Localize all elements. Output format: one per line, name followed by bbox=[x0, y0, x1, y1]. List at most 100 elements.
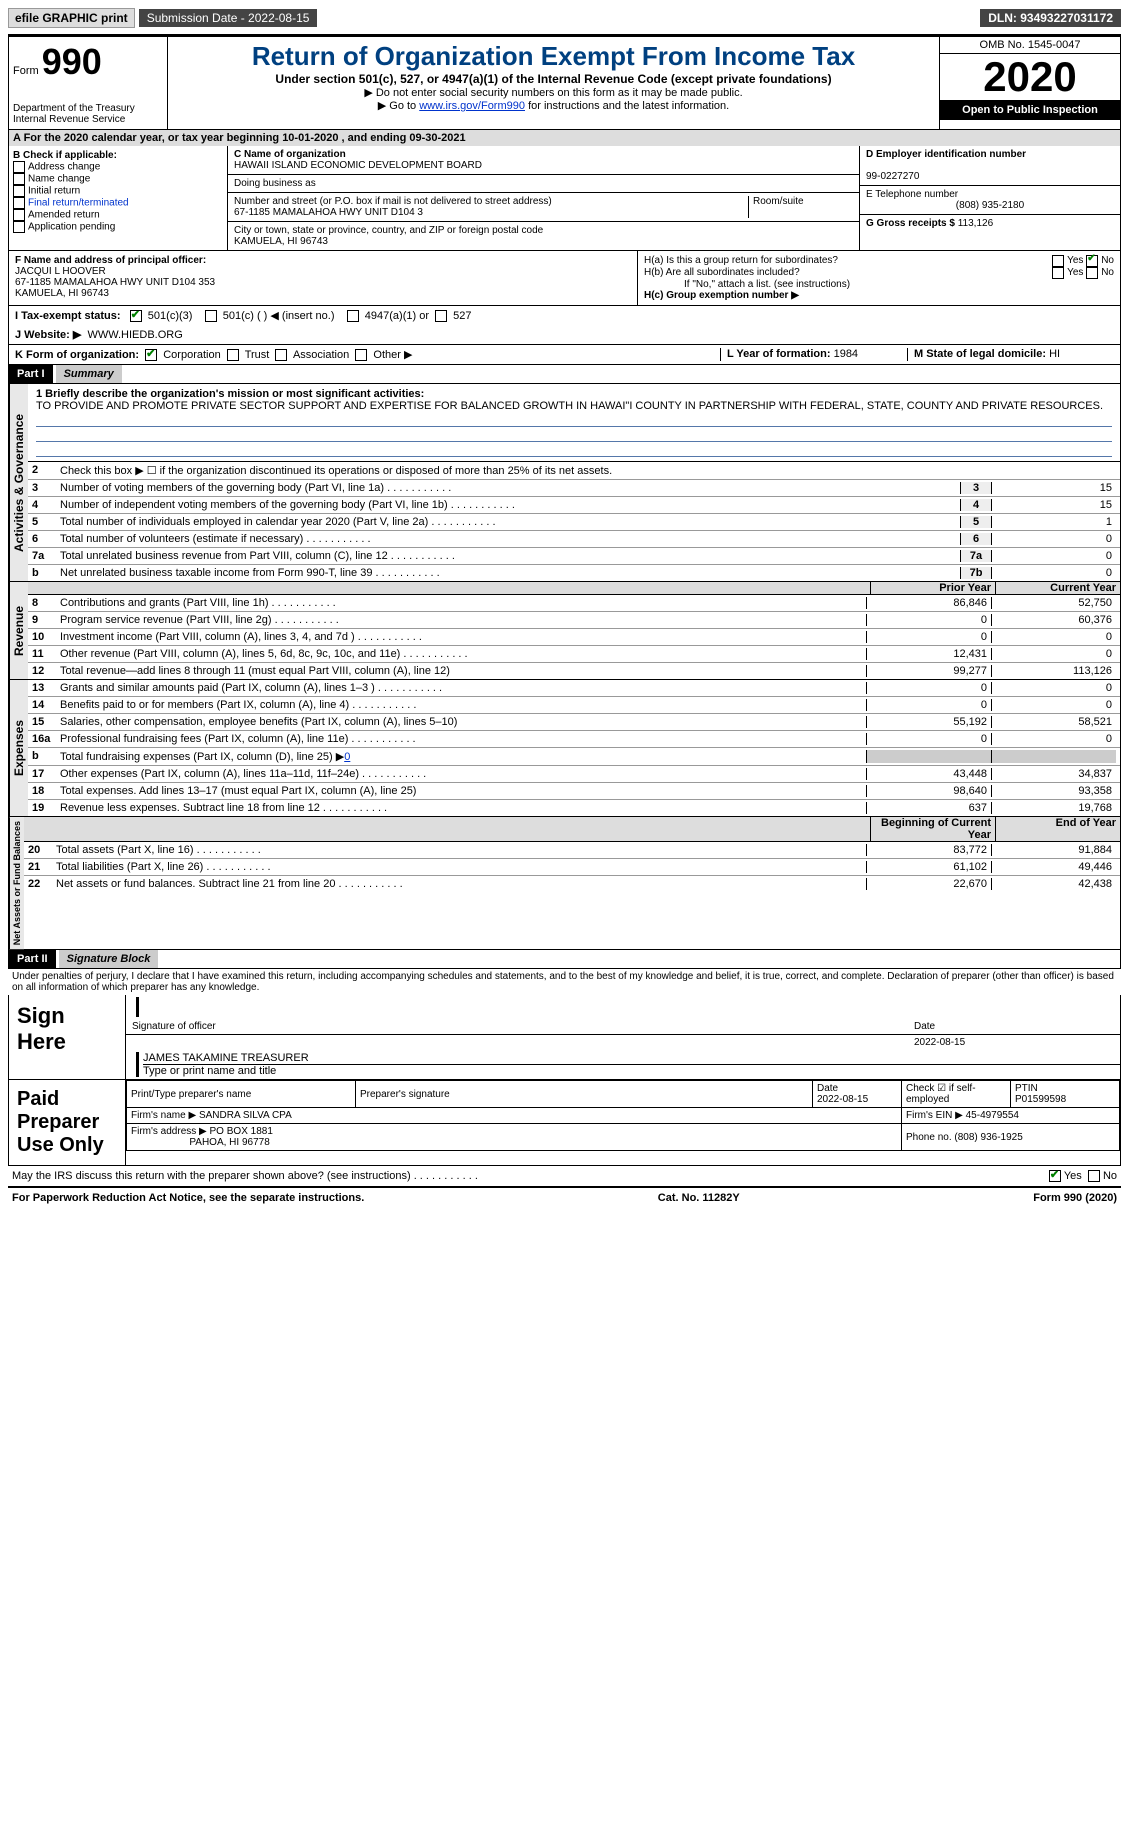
prep-h4: Check ☑ if self-employed bbox=[902, 1081, 1011, 1108]
open-inspection: Open to Public Inspection bbox=[940, 100, 1120, 120]
line7a-text: Total unrelated business revenue from Pa… bbox=[60, 550, 960, 562]
col-current: Current Year bbox=[995, 582, 1120, 594]
line6-box: 6 bbox=[960, 533, 992, 545]
hb-yes[interactable] bbox=[1052, 267, 1064, 279]
cb-app-pending[interactable] bbox=[13, 221, 25, 233]
cb-name-change[interactable] bbox=[13, 173, 25, 185]
part2-title: Signature Block bbox=[59, 950, 159, 968]
prep-h2: Preparer's signature bbox=[356, 1081, 813, 1108]
l17-p: 43,448 bbox=[866, 768, 991, 780]
l16b-shade2 bbox=[991, 750, 1116, 763]
opt-501c3: 501(c)(3) bbox=[148, 310, 193, 322]
l16b-shade1 bbox=[866, 750, 991, 763]
line7b-val: 0 bbox=[992, 567, 1116, 579]
h-b-note: If "No," attach a list. (see instruction… bbox=[644, 279, 1114, 290]
cb-address-change[interactable] bbox=[13, 161, 25, 173]
discuss-yes-t: Yes bbox=[1064, 1170, 1082, 1182]
ha-no[interactable] bbox=[1086, 255, 1098, 267]
firm-name-l: Firm's name ▶ bbox=[131, 1110, 196, 1121]
l22-c: 42,438 bbox=[991, 878, 1116, 890]
form-number: 990 bbox=[42, 41, 102, 82]
section-b-label: B Check if applicable: bbox=[13, 150, 223, 161]
cb-initial-return[interactable] bbox=[13, 185, 25, 197]
l22-p: 22,670 bbox=[866, 878, 991, 890]
cb-501c3[interactable] bbox=[130, 310, 142, 322]
l11-c: 0 bbox=[991, 648, 1116, 660]
cb-corp[interactable] bbox=[145, 349, 157, 361]
line4-box: 4 bbox=[960, 499, 992, 511]
hb-no[interactable] bbox=[1086, 267, 1098, 279]
submission-date: Submission Date - 2022-08-15 bbox=[139, 9, 318, 27]
goto-pre: ▶ Go to bbox=[378, 100, 419, 112]
cb-other[interactable] bbox=[355, 349, 367, 361]
l18-c: 93,358 bbox=[991, 785, 1116, 797]
firm-phone-l: Phone no. bbox=[906, 1132, 952, 1143]
sidetab-netassets: Net Assets or Fund Balances bbox=[9, 817, 24, 949]
footer-right: Form 990 (2020) bbox=[1033, 1192, 1117, 1204]
prep-h1: Print/Type preparer's name bbox=[127, 1081, 356, 1108]
opt-4947: 4947(a)(1) or bbox=[365, 310, 429, 322]
prep-h5: PTIN bbox=[1015, 1083, 1038, 1094]
col-boy: Beginning of Current Year bbox=[870, 817, 995, 841]
opt-501c: 501(c) ( ) ◀ (insert no.) bbox=[223, 310, 335, 322]
ha-yes-t: Yes bbox=[1067, 255, 1083, 267]
part1-num: Part I bbox=[9, 365, 53, 383]
c-name-label: C Name of organization bbox=[234, 149, 346, 160]
street-address: 67-1185 MAMALAHOA HWY UNIT D104 3 bbox=[234, 207, 423, 218]
l15-p: 55,192 bbox=[866, 716, 991, 728]
l20-c: 91,884 bbox=[991, 844, 1116, 856]
j-label: J Website: ▶ bbox=[15, 329, 81, 341]
i-label: I Tax-exempt status: bbox=[15, 310, 121, 322]
officer-city: KAMUELA, HI 96743 bbox=[15, 288, 109, 299]
l9-p: 0 bbox=[866, 614, 991, 626]
return-subtitle: Under section 501(c), 527, or 4947(a)(1)… bbox=[176, 72, 931, 86]
dba-label: Doing business as bbox=[234, 178, 316, 189]
cb-assoc[interactable] bbox=[275, 349, 287, 361]
cb-4947[interactable] bbox=[347, 310, 359, 322]
l20-t: Total assets (Part X, line 16) bbox=[56, 844, 866, 856]
line3-box: 3 bbox=[960, 482, 992, 494]
org-name: HAWAII ISLAND ECONOMIC DEVELOPMENT BOARD bbox=[234, 160, 482, 171]
line5-box: 5 bbox=[960, 516, 992, 528]
sign-here-label: Sign Here bbox=[9, 995, 126, 1079]
discuss-no[interactable] bbox=[1088, 1170, 1100, 1182]
cb-amended[interactable] bbox=[13, 209, 25, 221]
l11-t: Other revenue (Part VIII, column (A), li… bbox=[60, 648, 866, 660]
col-eoy: End of Year bbox=[995, 817, 1120, 841]
l15-t: Salaries, other compensation, employee b… bbox=[60, 716, 866, 728]
cb-final-return[interactable] bbox=[13, 197, 25, 209]
line3-text: Number of voting members of the governin… bbox=[60, 482, 960, 494]
l9-c: 60,376 bbox=[991, 614, 1116, 626]
opt-final-return: Final return/terminated bbox=[28, 198, 129, 209]
cb-trust[interactable] bbox=[227, 349, 239, 361]
firm-addr-l: Firm's address ▶ bbox=[131, 1126, 207, 1137]
m-label: M State of legal domicile: bbox=[914, 348, 1046, 360]
l21-c: 49,446 bbox=[991, 861, 1116, 873]
room-label: Room/suite bbox=[753, 196, 804, 207]
ha-yes[interactable] bbox=[1052, 255, 1064, 267]
form-prefix: Form bbox=[13, 65, 39, 77]
hb-yes-t: Yes bbox=[1067, 267, 1083, 279]
l17-t: Other expenses (Part IX, column (A), lin… bbox=[60, 768, 866, 780]
return-title: Return of Organization Exempt From Incom… bbox=[176, 41, 931, 72]
l8-c: 52,750 bbox=[991, 597, 1116, 609]
l14-p: 0 bbox=[866, 699, 991, 711]
h-c-label: H(c) Group exemption number ▶ bbox=[644, 290, 1114, 301]
part2-num: Part II bbox=[9, 950, 56, 968]
paid-preparer-label: Paid Preparer Use Only bbox=[9, 1080, 126, 1165]
cb-527[interactable] bbox=[435, 310, 447, 322]
city-value: KAMUELA, HI 96743 bbox=[234, 236, 328, 247]
irs-link[interactable]: www.irs.gov/Form990 bbox=[419, 100, 525, 112]
opt-other: Other ▶ bbox=[373, 349, 412, 361]
ein-value: 99-0227270 bbox=[866, 171, 919, 182]
line4-val: 15 bbox=[992, 499, 1116, 511]
prep-date: 2022-08-15 bbox=[817, 1094, 868, 1105]
efile-button[interactable]: efile GRAPHIC print bbox=[8, 8, 135, 28]
col-prior: Prior Year bbox=[870, 582, 995, 594]
cb-501c[interactable] bbox=[205, 310, 217, 322]
l11-p: 12,431 bbox=[866, 648, 991, 660]
l13-p: 0 bbox=[866, 682, 991, 694]
tax-period: A For the 2020 calendar year, or tax yea… bbox=[8, 130, 1121, 146]
line5-text: Total number of individuals employed in … bbox=[60, 516, 960, 528]
discuss-yes[interactable] bbox=[1049, 1170, 1061, 1182]
